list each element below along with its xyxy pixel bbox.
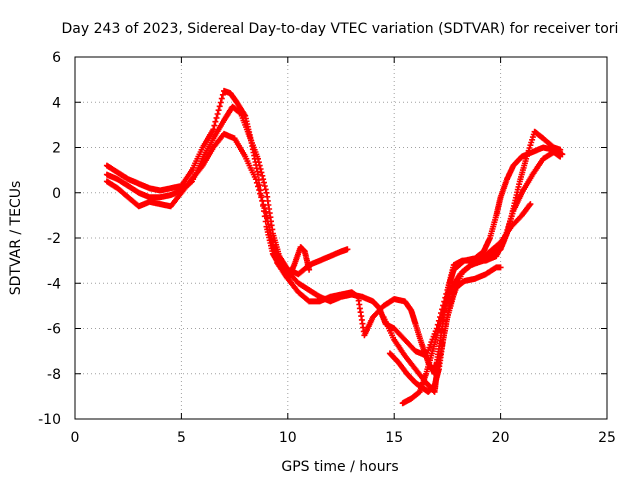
data-series — [103, 103, 351, 278]
y-tick-label: 2 — [52, 141, 61, 157]
axis-ticks: 0 5 10 15 20 25 -10 -8 -6 -4 -2 0 2 4 6 — [38, 50, 616, 446]
grid-lines — [75, 57, 607, 419]
data-point-markers — [103, 103, 351, 278]
data-series — [103, 130, 564, 359]
data-point-markers — [103, 87, 313, 282]
y-axis-label: SDTVAR / TECUs — [8, 181, 24, 296]
x-tick-label: 25 — [598, 430, 616, 446]
x-tick-label: 5 — [177, 430, 186, 446]
x-tick-label: 10 — [279, 430, 297, 446]
y-tick-label: -4 — [47, 276, 61, 292]
y-tick-label: 4 — [52, 95, 61, 111]
x-tick-label: 15 — [385, 430, 403, 446]
y-tick-label: -2 — [47, 231, 61, 247]
y-tick-label: -6 — [47, 322, 61, 338]
y-tick-label: -10 — [38, 412, 61, 428]
plot-area — [103, 87, 566, 407]
x-tick-label: 0 — [71, 430, 80, 446]
data-series — [386, 201, 534, 395]
x-axis-label: GPS time / hours — [281, 459, 398, 475]
data-series — [103, 87, 313, 282]
data-point-markers — [386, 201, 534, 395]
chart-title: Day 243 of 2023, Sidereal Day-to-day VTE… — [62, 21, 619, 37]
data-point-markers — [103, 130, 564, 359]
y-tick-label: 6 — [52, 50, 61, 66]
y-tick-label: -8 — [47, 367, 61, 383]
x-tick-label: 20 — [492, 430, 510, 446]
data-point-markers — [399, 128, 564, 407]
data-series — [399, 128, 564, 407]
y-tick-label: 0 — [52, 186, 61, 202]
